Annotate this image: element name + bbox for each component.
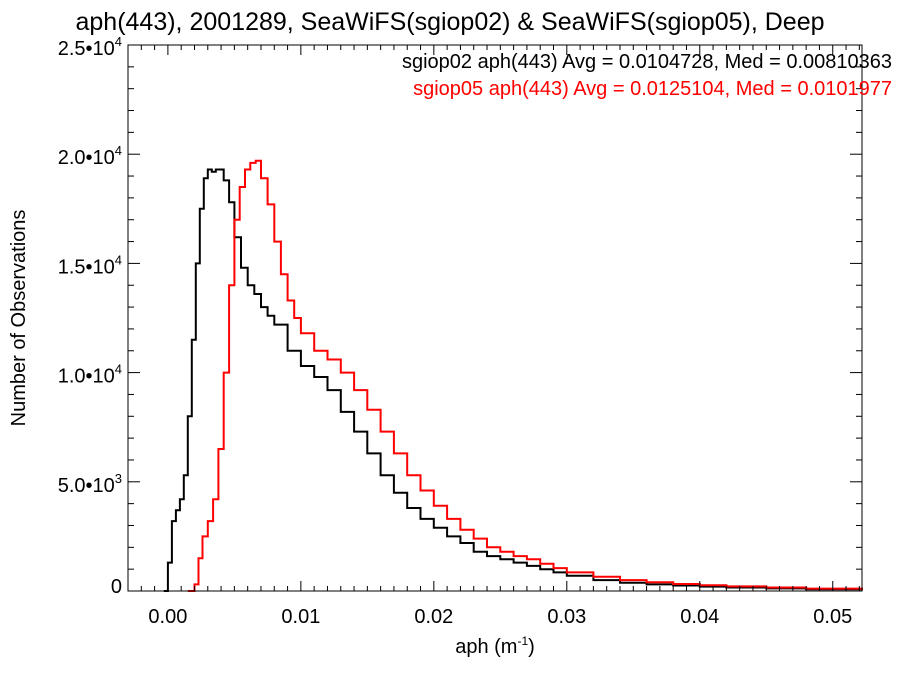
y-tick-label: 2.0•104 — [58, 143, 122, 169]
x-tick-label: 0.05 — [813, 606, 852, 628]
x-tick-label: 0.02 — [414, 606, 453, 628]
y-tick-label: 0 — [111, 576, 122, 598]
series-line-0 — [163, 168, 863, 592]
y-tick-exponent: 4 — [115, 252, 122, 267]
x-tick-label: 0.04 — [680, 606, 719, 628]
plot-frame — [127, 44, 863, 592]
y-tick-label: 5.0•103 — [58, 471, 122, 497]
stats-annotation: sgiop02 aph(443) Avg = 0.0104728, Med = … — [402, 51, 892, 73]
x-tick-label: 0.00 — [148, 606, 187, 628]
y-axis-label: Number of Observations — [8, 210, 30, 427]
y-tick-exponent: 3 — [115, 471, 122, 486]
y-tick-label: 1.5•104 — [58, 252, 122, 278]
y-tick-label: 1.0•104 — [58, 362, 122, 388]
x-axis-label: aph (m-1) — [455, 634, 535, 658]
y-tick-label: 2.5•104 — [58, 34, 122, 60]
stats-annotation: sgiop05 aph(443) Avg = 0.0125104, Med = … — [413, 78, 892, 100]
chart-title: aph(443), 2001289, SeaWiFS(sgiop02) & Se… — [75, 8, 824, 36]
y-tick-exponent: 4 — [115, 362, 122, 377]
x-axis-label-text: aph (m — [455, 636, 517, 658]
series-line-1 — [187, 159, 863, 592]
x-axis-label-exponent: -1 — [517, 634, 528, 648]
x-tick-label: 0.01 — [281, 606, 320, 628]
y-tick-exponent: 4 — [115, 143, 122, 158]
x-tick-label: 0.03 — [547, 606, 586, 628]
x-axis-label-tail: ) — [528, 636, 535, 658]
y-tick-exponent: 4 — [115, 34, 122, 49]
